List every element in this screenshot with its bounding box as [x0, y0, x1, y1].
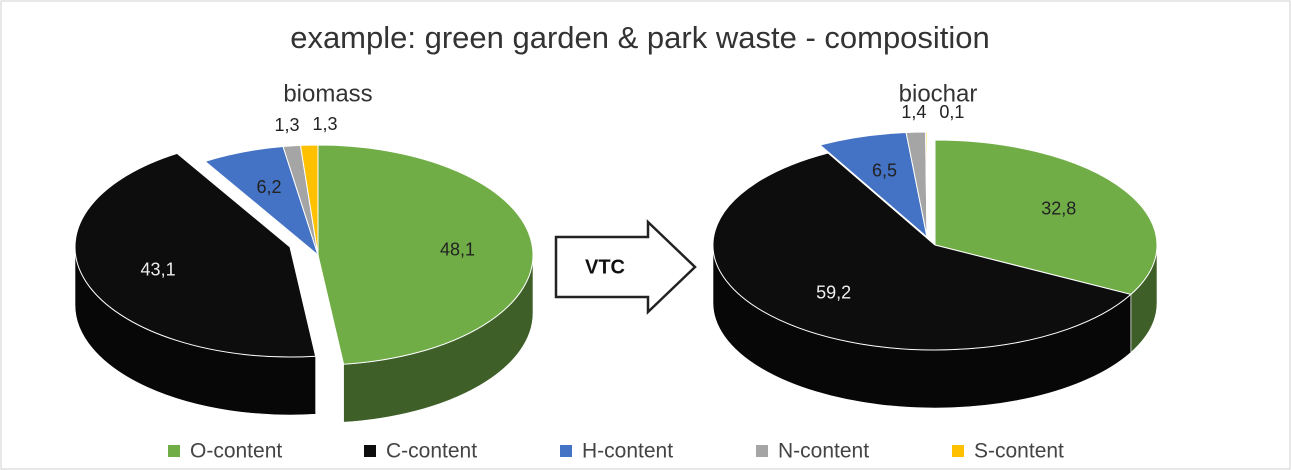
pie-title: biochar: [899, 80, 978, 107]
legend-swatch: [168, 445, 180, 457]
pie-title: biomass: [283, 80, 372, 107]
slice: [317, 144, 534, 365]
legend-label: S-content: [974, 440, 1064, 463]
data-label: 1,3: [274, 115, 299, 135]
chart-title: example: green garden & park waste - com…: [290, 20, 990, 55]
legend-label: N-content: [778, 440, 869, 463]
slice: [299, 144, 319, 256]
data-label: 32,8: [1041, 199, 1076, 219]
arrow-label: VTC: [585, 256, 625, 278]
data-label: 6,2: [256, 177, 281, 197]
slice: [925, 131, 928, 238]
data-label: 6,5: [872, 161, 897, 181]
legend-swatch: [952, 445, 964, 457]
legend-swatch: [364, 445, 376, 457]
legend-label: O-content: [190, 440, 282, 463]
legend-label: H-content: [582, 440, 673, 463]
data-label: 59,2: [816, 282, 851, 302]
slice: [934, 139, 1158, 295]
legend-swatch: [756, 445, 768, 457]
legend-label: C-content: [386, 440, 477, 463]
data-label: 48,1: [440, 239, 475, 259]
data-label: 0,1: [939, 102, 964, 122]
data-label: 43,1: [141, 259, 176, 279]
data-label: 1,3: [312, 114, 337, 134]
slice: [712, 152, 1132, 351]
data-label: 1,4: [901, 102, 926, 122]
arrow: [554, 219, 697, 315]
legend-swatch: [560, 445, 572, 457]
slice: [74, 152, 317, 358]
